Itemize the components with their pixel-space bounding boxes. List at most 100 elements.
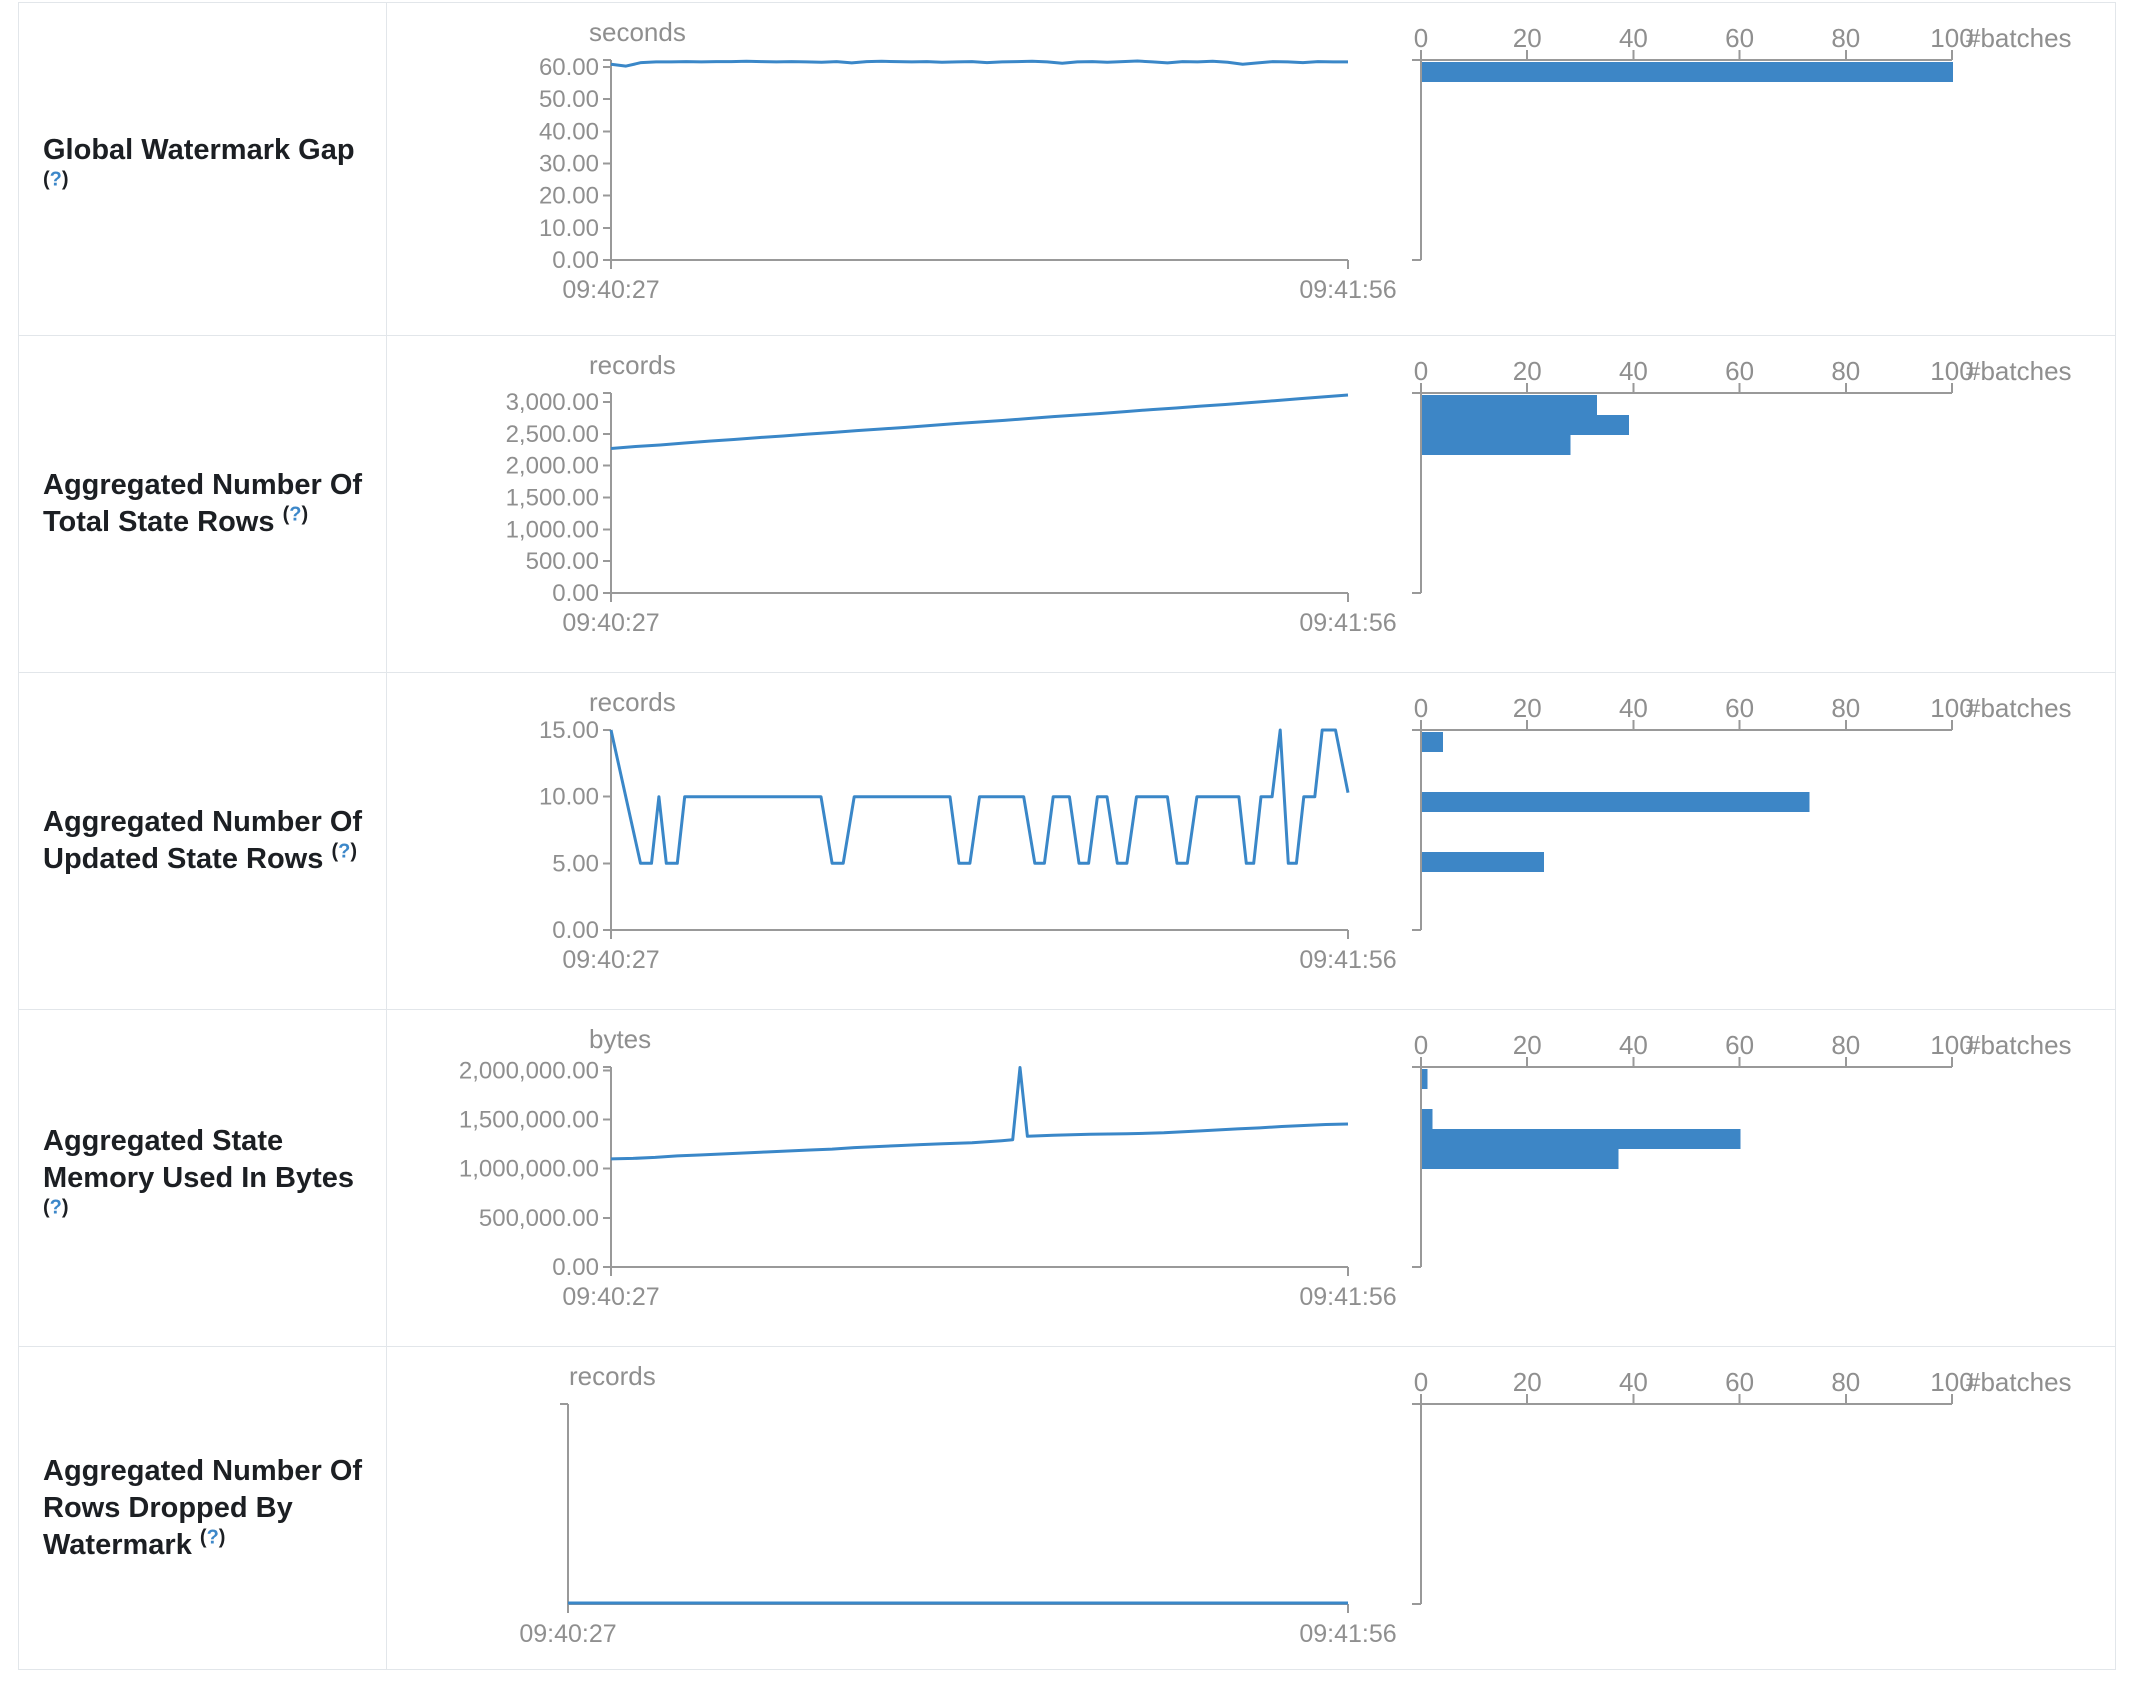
- metric-row: Aggregated Number Of Updated State Rows (…: [19, 673, 2115, 1010]
- chart-unit-label: seconds: [589, 17, 686, 47]
- x-start-timestamp: 09:40:27: [562, 946, 659, 974]
- metric-chart-cell: records 09:40:27 09:41:56 0 20 40 60 80 100 #batc…: [387, 1347, 2115, 1669]
- histogram-chart: 0 20 40 60 80 100#batches: [1412, 693, 2072, 931]
- help-question-icon[interactable]: ?: [338, 840, 351, 863]
- x-start-timestamp: 09:40:27: [562, 1283, 659, 1311]
- hist-x-tick-label: 80: [1831, 1367, 1860, 1397]
- help-link[interactable]: (?): [331, 840, 357, 863]
- hist-bar: [1422, 395, 1598, 415]
- metric-charts-svg: records 3,000.00 2,500.00 2,000.00 1,500.00 1…: [506, 350, 2072, 637]
- hist-bar: [1422, 1069, 1428, 1089]
- y-tick-label: 2,000.00: [506, 453, 599, 480]
- hist-bar: [1422, 732, 1444, 752]
- metric-label-line: Memory Used In Bytes: [43, 1161, 355, 1194]
- hist-x-tick-label: 100: [1930, 356, 1973, 386]
- hist-x-tick-label: 0: [1414, 1367, 1428, 1397]
- metric-row: Aggregated State Memory Used In Bytes (?) b…: [19, 1010, 2115, 1347]
- help-link[interactable]: (?): [43, 1195, 69, 1218]
- hist-x-tick-label: 80: [1831, 1030, 1860, 1060]
- metric-label-line: Rows Dropped By: [43, 1491, 293, 1524]
- metric-label-line: (?): [43, 169, 355, 206]
- metric-charts-svg: bytes 2,000,000.00 1,500,000.00 1,000,000.0…: [459, 1024, 2072, 1311]
- x-start-timestamp: 09:40:27: [562, 609, 659, 637]
- metric-label-cell: Aggregated Number Of Updated State Rows (…: [19, 673, 387, 1009]
- hist-x-tick-label: 60: [1725, 1030, 1754, 1060]
- chart-unit-label: bytes: [589, 1024, 651, 1054]
- help-link[interactable]: (?): [199, 1525, 226, 1548]
- metric-label-cell: Aggregated Number Of Total State Rows (?): [19, 336, 387, 672]
- histogram-chart: 0 20 40 60 80 100#batches: [1412, 23, 2072, 261]
- metric-label: Aggregated State Memory Used In Bytes (?): [43, 1123, 354, 1234]
- y-tick-label: 1,000.00: [506, 516, 599, 543]
- help-question-icon[interactable]: ?: [289, 503, 302, 526]
- metric-charts-svg: seconds 60.00 50.00 40.00 30.00 20.00 10.00 0.0…: [539, 17, 2072, 304]
- help-link[interactable]: (?): [43, 168, 69, 191]
- metric-label-line: Total State Rows (?): [43, 503, 309, 538]
- hist-x-tick-label: 40: [1619, 1367, 1648, 1397]
- y-tick-label: 2,000,000.00: [459, 1057, 599, 1084]
- chart-unit-label: records: [589, 350, 676, 380]
- metric-line-series: [610, 59, 1348, 68]
- hist-bar: [1422, 852, 1545, 872]
- hist-x-tick-label: 80: [1831, 356, 1860, 386]
- y-tick-label: 1,000,000.00: [459, 1156, 599, 1183]
- histogram-chart: 0 20 40 60 80 100#batches: [1412, 1367, 2072, 1605]
- hist-x-tick-label: 0: [1414, 693, 1428, 723]
- hist-bar: [1422, 62, 1953, 82]
- metric-label-line: Updated State Rows (?): [43, 840, 357, 875]
- metric-line-series: [609, 728, 1350, 865]
- metric-label-cell: Aggregated Number Of Rows Dropped By Water…: [19, 1347, 387, 1669]
- metric-label: Global Watermark Gap (?): [43, 132, 355, 206]
- hist-x-tick-label: 20: [1513, 356, 1542, 386]
- hist-axis-title: #batches: [1966, 356, 2072, 386]
- y-tick-label: 500,000.00: [479, 1205, 599, 1232]
- y-tick-label: 1,500.00: [506, 484, 599, 511]
- help-question-icon[interactable]: ?: [49, 1195, 62, 1218]
- chart-unit-label: records: [569, 1361, 656, 1391]
- metric-chart-cell: seconds 60.00 50.00 40.00 30.00 20.00 10.00 0.0…: [387, 3, 2115, 335]
- y-tick-label: 40.00: [539, 118, 599, 145]
- hist-x-tick-label: 20: [1513, 1030, 1542, 1060]
- help-question-icon[interactable]: ?: [49, 168, 62, 191]
- hist-x-tick-label: 0: [1414, 356, 1428, 386]
- help-question-icon[interactable]: ?: [206, 1525, 219, 1548]
- hist-x-tick-label: 20: [1513, 1367, 1542, 1397]
- hist-x-tick-label: 20: [1513, 23, 1542, 53]
- metric-chart-cell: bytes 2,000,000.00 1,500,000.00 1,000,000.0…: [387, 1010, 2115, 1346]
- hist-x-tick-label: 40: [1619, 1030, 1648, 1060]
- y-tick-label: 60.00: [539, 54, 599, 81]
- hist-bar: [1422, 415, 1630, 435]
- hist-x-tick-label: 40: [1619, 23, 1648, 53]
- y-tick-label: 50.00: [539, 86, 599, 113]
- timeline-chart: 09:40:27 09:41:56: [519, 1403, 1397, 1648]
- metric-row: Aggregated Number Of Rows Dropped By Water…: [19, 1347, 2115, 1669]
- metric-label-line: (?): [43, 1197, 354, 1234]
- metric-chart-cell: records 3,000.00 2,500.00 2,000.00 1,500.00 1…: [387, 336, 2115, 672]
- metric-label-cell: Global Watermark Gap (?): [19, 3, 387, 335]
- y-tick-label: 1,500,000.00: [459, 1107, 599, 1134]
- y-tick-label: 30.00: [539, 151, 599, 178]
- hist-x-tick-label: 0: [1414, 1030, 1428, 1060]
- x-end-timestamp: 09:41:56: [1299, 1283, 1396, 1311]
- hist-x-tick-label: 60: [1725, 1367, 1754, 1397]
- x-start-timestamp: 09:40:27: [519, 1620, 616, 1648]
- x-end-timestamp: 09:41:56: [1299, 1620, 1396, 1648]
- x-end-timestamp: 09:41:56: [1299, 276, 1396, 304]
- hist-x-tick-label: 100: [1930, 1367, 1973, 1397]
- hist-x-tick-label: 60: [1725, 693, 1754, 723]
- y-tick-label: 2,500.00: [506, 421, 599, 448]
- streaming-metrics-table: Global Watermark Gap (?) seconds 60.00 50.00…: [18, 2, 2116, 1670]
- hist-x-tick-label: 40: [1619, 356, 1648, 386]
- y-tick-label: 0.00: [552, 917, 599, 944]
- hist-axis-title: #batches: [1966, 1367, 2072, 1397]
- hist-bar: [1422, 1129, 1741, 1149]
- hist-x-tick-label: 20: [1513, 693, 1542, 723]
- hist-bar: [1422, 435, 1571, 455]
- help-link[interactable]: (?): [282, 503, 309, 526]
- metric-label: Aggregated Number Of Total State Rows (?): [43, 467, 362, 541]
- hist-axis-title: #batches: [1966, 1030, 2072, 1060]
- hist-x-tick-label: 100: [1930, 693, 1973, 723]
- y-tick-label: 0.00: [552, 247, 599, 274]
- hist-x-tick-label: 100: [1930, 1030, 1973, 1060]
- metric-label-line: Aggregated Number Of: [43, 1454, 363, 1487]
